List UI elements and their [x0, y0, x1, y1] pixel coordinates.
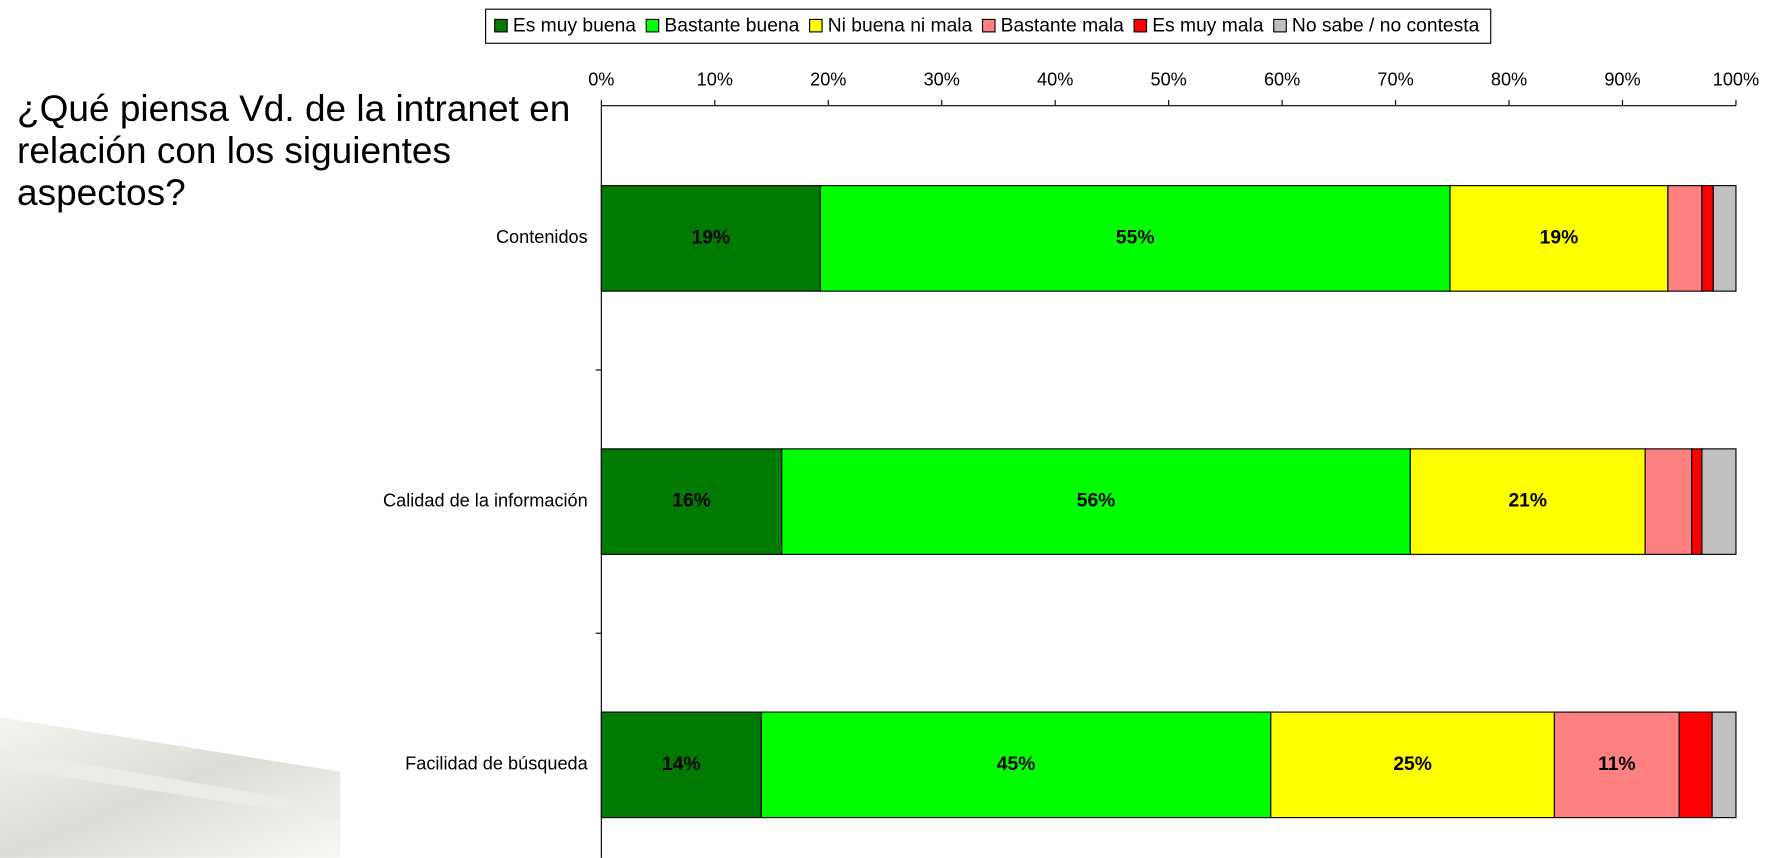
bar-segment	[1701, 448, 1737, 555]
decoration	[0, 748, 341, 820]
x-tick-label: 20%	[810, 69, 846, 89]
bar-segment	[1711, 711, 1737, 819]
legend-label: Bastante buena	[664, 15, 799, 36]
bar-segment	[781, 448, 1411, 555]
data-label: 55%	[1116, 227, 1155, 248]
legend-swatch	[1133, 18, 1148, 33]
legend: Es muy buena Bastante buena Ni buena ni ma…	[485, 8, 1492, 44]
x-tick-label: 60%	[1264, 69, 1300, 89]
y-tick-label: Contenidos	[496, 227, 588, 247]
legend-label: Es muy mala	[1152, 15, 1264, 36]
bar-segment	[600, 711, 762, 819]
data-label: 16%	[672, 491, 711, 512]
legend-swatch	[981, 18, 996, 33]
x-tick-label: 80%	[1491, 69, 1527, 89]
data-label: 11%	[1598, 754, 1636, 775]
data-label: 19%	[1540, 227, 1579, 248]
x-tick-label: 40%	[1037, 69, 1073, 89]
bar-segment	[819, 185, 1451, 292]
x-tick-label: 0%	[588, 69, 614, 89]
bar-segment	[1678, 711, 1713, 819]
bar-segment	[1644, 448, 1693, 555]
bar-segment	[1449, 185, 1669, 292]
bar-segment	[1667, 185, 1703, 292]
bar-segment	[760, 711, 1272, 819]
legend-label: Ni buena ni mala	[828, 15, 973, 36]
x-tick-label: 30%	[924, 69, 960, 89]
x-tick-label: 70%	[1377, 69, 1413, 89]
x-tick-label: 90%	[1604, 69, 1640, 89]
data-label: 14%	[662, 754, 701, 775]
legend-swatch	[1273, 18, 1287, 33]
chart-title: ¿Qué piensa Vd. de la intranet en relaci…	[17, 88, 571, 213]
legend-swatch	[494, 18, 508, 33]
y-tick-label: Facilidad de búsqueda	[405, 754, 588, 774]
bar-segment	[1691, 448, 1703, 555]
bar-segment	[600, 185, 821, 292]
x-tick-label: 50%	[1150, 69, 1186, 89]
x-tick-label: 10%	[697, 69, 733, 89]
data-label: 45%	[997, 754, 1036, 775]
legend-swatch	[645, 18, 660, 33]
y-tick-label: Calidad de la información	[383, 490, 588, 510]
data-label: 56%	[1077, 491, 1116, 512]
bar-segment	[1712, 185, 1737, 292]
data-label: 21%	[1508, 491, 1547, 512]
data-label: 25%	[1393, 754, 1432, 775]
legend-label: No sabe / no contesta	[1292, 15, 1480, 36]
bar-segment	[1553, 711, 1680, 819]
legend-frame	[485, 8, 1492, 44]
legend-label: Es muy buena	[513, 15, 636, 36]
bar-segment	[1409, 448, 1646, 555]
data-label: 19%	[692, 227, 731, 248]
x-tick-label: 100%	[1713, 69, 1759, 89]
legend-swatch	[809, 18, 823, 33]
bar-segment	[1701, 185, 1714, 292]
legend-label: Bastante mala	[1001, 15, 1124, 36]
